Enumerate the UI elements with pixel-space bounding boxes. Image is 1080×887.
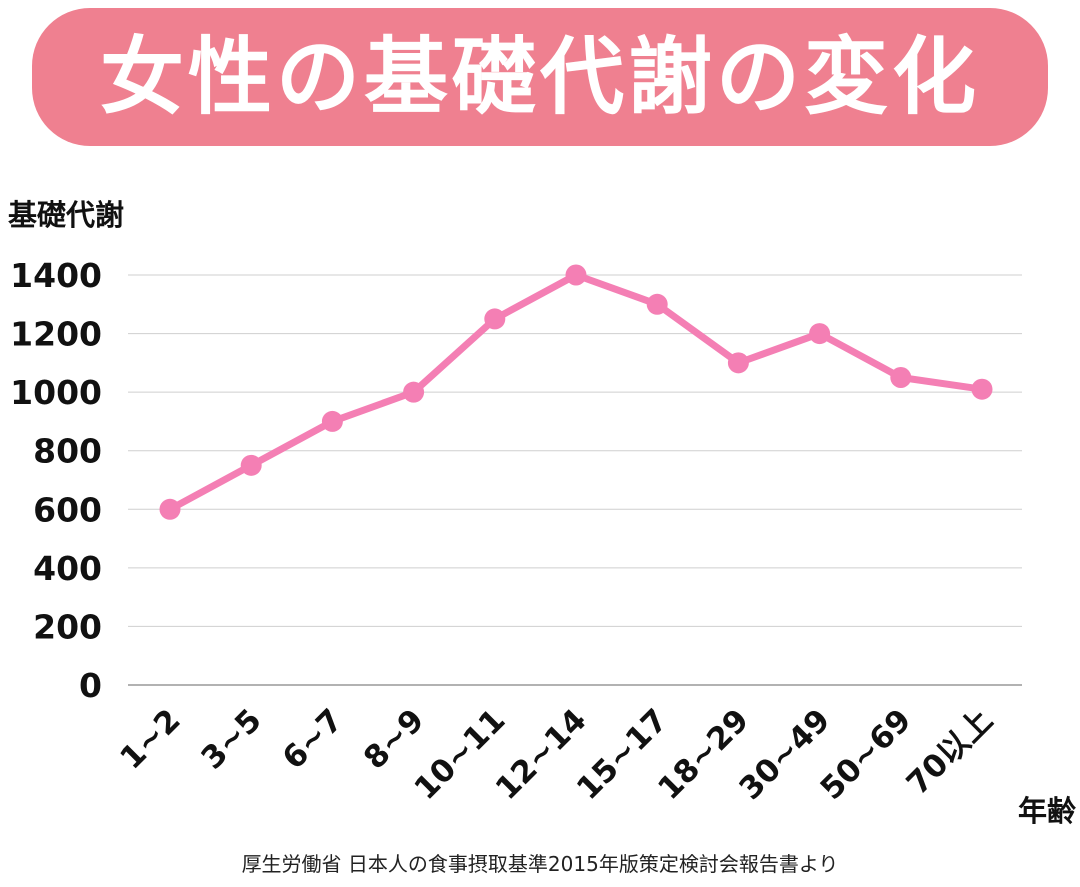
x-tick-labels: 1~2 3~5 6~7 8~910~1112~1415~1718~2930~4950~…: [113, 702, 999, 807]
data-point: [890, 367, 912, 388]
y-tick-label: 400: [33, 549, 102, 588]
x-tick-label: 12~14: [489, 702, 594, 807]
source-note: 厚生労働省 日本人の食事摂取基準2015年版策定検討会報告書より: [241, 852, 839, 876]
data-point: [240, 454, 262, 476]
x-tick-label: 3~5: [195, 702, 269, 776]
x-tick-label: 70以上: [900, 702, 1000, 802]
title-banner: 女性の基礎代謝の変化: [32, 8, 1048, 146]
grid-lines: [128, 274, 1022, 686]
y-axis-label: 基礎代謝: [8, 198, 125, 232]
y-tick-labels: 0 200 400 600 800 1000 1200 1400: [10, 256, 102, 705]
data-point: [971, 378, 993, 400]
x-tick-label: 15~17: [570, 702, 675, 807]
x-tick-label: 8~9: [357, 702, 431, 776]
data-point: [403, 381, 425, 403]
data-point: [809, 323, 831, 345]
x-tick-label: 6~7: [276, 702, 350, 776]
y-tick-label: 1000: [10, 373, 102, 412]
data-point: [727, 352, 749, 374]
x-tick-label: 30~49: [732, 702, 837, 807]
data-point: [321, 410, 343, 432]
data-point: [484, 308, 506, 330]
data-series: [159, 264, 993, 520]
y-tick-label: 0: [79, 666, 102, 705]
y-tick-label: 1200: [10, 315, 102, 354]
data-point: [159, 498, 181, 520]
x-tick-label: 50~69: [814, 702, 919, 807]
y-tick-label: 800: [33, 432, 102, 471]
x-tick-label: 1~2: [113, 702, 187, 776]
y-tick-label: 1400: [10, 256, 102, 295]
y-tick-label: 200: [33, 607, 102, 646]
x-tick-label: 10~11: [408, 702, 513, 807]
data-point: [565, 264, 587, 286]
x-axis-label: 年齢: [1017, 794, 1076, 828]
chart-title: 女性の基礎代謝の変化: [99, 28, 980, 126]
y-tick-label: 600: [33, 490, 102, 529]
x-tick-label: 18~29: [651, 702, 756, 807]
data-point: [646, 293, 668, 315]
